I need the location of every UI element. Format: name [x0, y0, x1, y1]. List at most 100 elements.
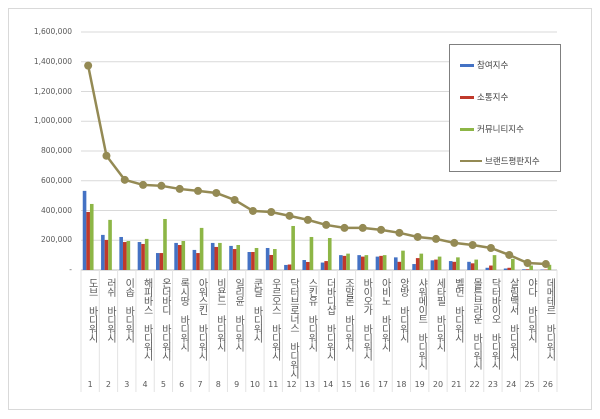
bar-커뮤니티지수 [144, 238, 149, 270]
bar-참여지수 [265, 247, 270, 270]
bar-소통지수 [379, 255, 383, 270]
bar-커뮤니티지수 [401, 250, 405, 270]
category-label: 살림백서 바디워시 [507, 278, 519, 360]
y-tick-label: 800,000 [40, 146, 72, 155]
bar-참여지수 [137, 242, 142, 270]
category-label: 스킨유 바디워시 [305, 278, 317, 351]
category-number: 13 [304, 380, 315, 389]
bar-소통지수 [86, 211, 90, 270]
legend-item: 참여지수 [460, 59, 508, 71]
category-label: 비욘드 바디워시 [214, 278, 226, 351]
bar-소통지수 [489, 265, 493, 270]
category-label: 조말론 바디워시 [342, 278, 354, 351]
line-point [413, 232, 422, 241]
bar-소통지수 [122, 242, 127, 270]
bar-참여지수 [448, 261, 453, 270]
category-label: 데메테르 바디워시 [543, 278, 555, 360]
category-number: 17 [377, 380, 389, 389]
bar-참여지수 [467, 261, 471, 270]
bar-커뮤니티지수 [382, 255, 387, 270]
category-number: 26 [542, 380, 553, 389]
category-number: 19 [414, 380, 425, 389]
category-number: 22 [469, 380, 480, 389]
line-point [102, 151, 111, 160]
legend-swatch [460, 95, 474, 99]
bar-참여지수 [430, 260, 435, 270]
category-label: 닥터브로너스 바디워시 [287, 278, 299, 378]
legend-item: 브랜드평판지수 [460, 155, 540, 167]
category-number: 1 [87, 380, 93, 389]
bar-참여지수 [357, 255, 361, 270]
category-label: 아워스킨 바디워시 [196, 278, 207, 360]
category-label: 벨먼 바디워시 [452, 278, 464, 342]
line-point [377, 225, 386, 234]
bar-소통지수 [306, 261, 310, 270]
bar-소통지수 [196, 253, 200, 270]
legend-label: 참여지수 [477, 61, 509, 71]
category-number: 2 [105, 380, 111, 389]
bar-참여지수 [174, 242, 178, 270]
category-number: 5 [160, 380, 166, 389]
bar-커뮤니티지수 [419, 253, 424, 270]
line-point [139, 180, 148, 189]
bar-소통지수 [434, 259, 438, 270]
category-label: 야다 바디워시 [525, 278, 537, 342]
category-label: 해피바스 바디워시 [141, 278, 153, 360]
bar-참여지수 [503, 268, 508, 270]
bar-참여지수 [155, 253, 160, 270]
bar-참여지수 [375, 256, 380, 270]
bar-소통지수 [397, 261, 402, 270]
bar-참여지수 [247, 252, 252, 270]
bar-참여지수 [119, 236, 123, 270]
line-point [175, 184, 184, 193]
line-point [432, 234, 440, 243]
bar-소통지수 [452, 261, 457, 270]
line-point [486, 243, 495, 252]
bar-참여지수 [412, 264, 416, 270]
bar-커뮤니티지수 [108, 219, 112, 270]
line-point [322, 220, 331, 229]
category-number: 11 [268, 380, 279, 389]
bar-소통지수 [269, 254, 274, 270]
bar-소통지수 [159, 253, 164, 270]
bar-커뮤니티지수 [511, 258, 515, 270]
bar-참여지수 [320, 262, 325, 270]
chart-frame [8, 8, 592, 410]
bar-소통지수 [177, 245, 182, 270]
y-tick-label: 400,000 [40, 205, 72, 215]
legend-swatch [460, 63, 474, 67]
bar-참여지수 [284, 264, 288, 270]
category-number: 12 [286, 380, 297, 389]
bar-참여지수 [101, 234, 105, 270]
bar-커뮤니티지수 [529, 265, 533, 270]
bar-커뮤니티지수 [437, 256, 442, 270]
line-point [194, 186, 202, 195]
bar-소통지수 [342, 255, 347, 270]
category-label: 일리윤 바디워시 [232, 278, 244, 351]
bar-커뮤니티지수 [236, 245, 241, 270]
legend-item: 소통지수 [460, 91, 508, 103]
bar-소통지수 [525, 269, 530, 270]
legend-label: 소통지수 [477, 93, 509, 103]
line-point [358, 223, 367, 232]
bar-소통지수 [232, 249, 237, 270]
legend-label: 커뮤니티지수 [477, 125, 524, 135]
bar-소통지수 [415, 258, 420, 270]
category-label: 쿤달 바디워시 [250, 278, 262, 342]
line-point [505, 250, 514, 259]
line-point [285, 211, 294, 220]
bar-커뮤니티지수 [364, 255, 369, 270]
category-label: 록시땅 바디워시 [177, 278, 189, 351]
bar-소통지수 [507, 267, 512, 270]
y-tick-label: - [69, 265, 72, 274]
line-point [230, 195, 239, 204]
line-point [303, 215, 312, 224]
y-tick-label: 1,400,000 [33, 56, 72, 66]
category-number: 7 [197, 380, 203, 389]
bar-소통지수 [104, 239, 109, 270]
bar-커뮤니티지수 [89, 203, 94, 270]
bar-커뮤니티지수 [218, 242, 222, 270]
bar-커뮤니티지수 [199, 227, 204, 270]
category-label: 앙방 바디워시 [397, 278, 409, 342]
category-label: 도브 바디워시 [86, 278, 98, 342]
